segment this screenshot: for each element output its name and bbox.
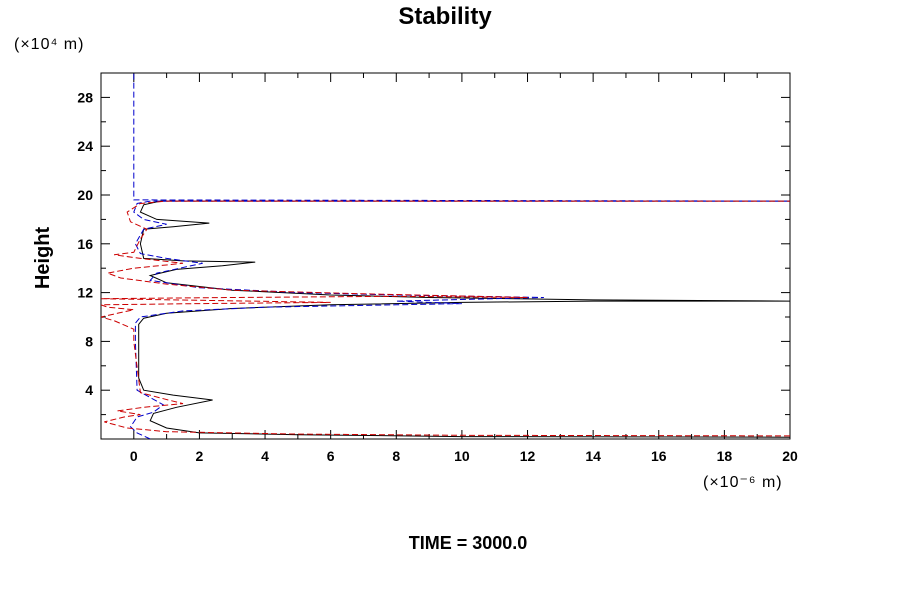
x-tick-label: 4 [261, 448, 269, 464]
x-unit-label: (×10⁻⁶ m) [703, 474, 783, 491]
series-group [101, 73, 790, 439]
chart-title: Stability [398, 3, 492, 30]
y-tick-label: 8 [85, 333, 93, 349]
series-line-1 [138, 200, 790, 438]
x-tick-label: 20 [782, 448, 798, 464]
x-tick-label: 12 [520, 448, 536, 464]
y-tick-label: 20 [77, 187, 93, 203]
y-tick-label: 24 [77, 138, 93, 154]
y-axis-label: Height [32, 227, 54, 290]
x-tick-label: 2 [196, 448, 204, 464]
x-tick-label: 18 [717, 448, 733, 464]
x-tick-label: 6 [327, 448, 335, 464]
series-line-2 [129, 73, 790, 439]
x-tick-label: 14 [585, 448, 601, 464]
y-tick-label: 28 [77, 89, 93, 105]
series-line-3 [101, 200, 790, 437]
x-tick-label: 16 [651, 448, 667, 464]
x-tick-label: 0 [130, 448, 138, 464]
x-tick-label: 10 [454, 448, 470, 464]
plot-frame [100, 72, 791, 440]
y-tick-label: 4 [85, 382, 93, 398]
y-tick-label: 12 [77, 285, 93, 301]
y-unit-label: (×10⁴ m) [14, 36, 84, 53]
time-label: TIME = 3000.0 [409, 533, 528, 553]
x-tick-label: 8 [392, 448, 400, 464]
y-tick-label: 16 [77, 236, 93, 252]
